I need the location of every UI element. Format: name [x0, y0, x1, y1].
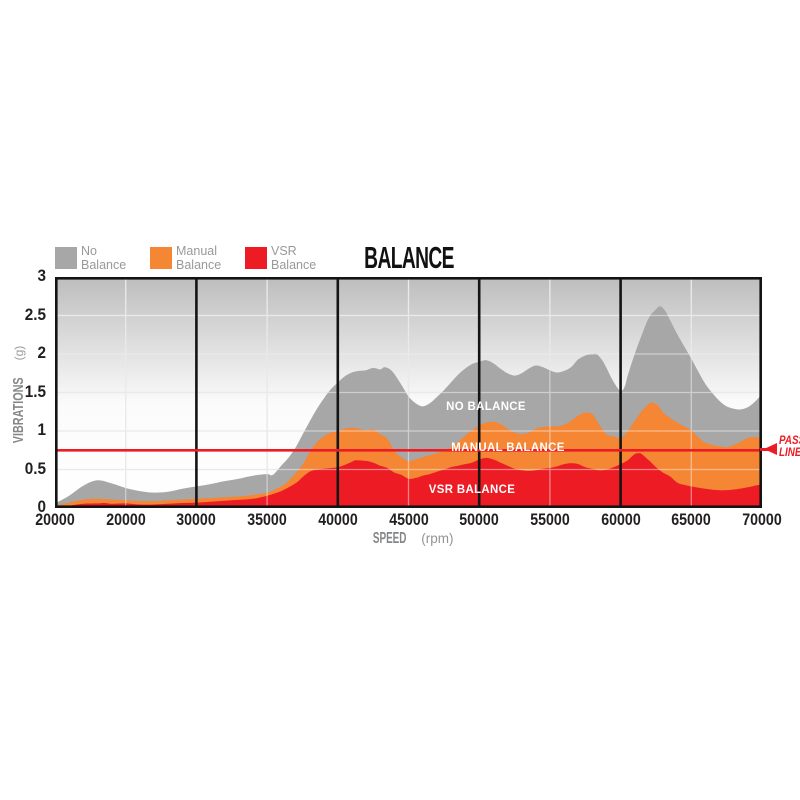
vsr-balance-area — [55, 453, 762, 508]
x-tick-label: 55000 — [530, 511, 570, 529]
legend: No Balance Manual Balance VSR Balance — [0, 244, 800, 275]
y-axis-title-unit: (g) — [12, 345, 26, 361]
chart-title: BALANCE — [364, 240, 454, 275]
x-tick-label: 20000 — [105, 511, 146, 529]
legend-label-vsr-balance: VSR Balance — [271, 244, 317, 272]
legend-item-manual-balance: Manual Balance — [150, 244, 222, 272]
legend-label-no-balance: No Balance — [81, 244, 127, 272]
plot-border — [55, 277, 762, 508]
pass-line-label: PASS LINE — [779, 433, 800, 459]
x-axis-title: SPEED (rpm) — [363, 530, 454, 548]
legend-item-vsr-balance: VSR Balance — [245, 244, 317, 272]
pass-line-label-word2: LINE — [779, 444, 800, 459]
manual-balance-area-label: MANUAL BALANCE — [451, 440, 565, 454]
legend-swatch-vsr-balance — [245, 247, 267, 269]
legend-swatch-no-balance — [55, 247, 77, 269]
no-balance-area-label: NO BALANCE — [446, 399, 526, 413]
legend-item-no-balance: No Balance — [55, 244, 127, 272]
y-tick-label: 1.5 — [24, 381, 46, 401]
x-tick-label: 65000 — [671, 511, 712, 529]
y-tick-label: 2.5 — [24, 304, 46, 324]
plot-area — [55, 277, 762, 508]
y-tick-label: 0 — [37, 497, 46, 516]
y-tick-label: 3 — [37, 266, 46, 285]
pass-line-arrow-icon — [764, 443, 777, 455]
pass-line-label-word1: PASS — [779, 433, 800, 447]
x-axis-title-unit: (rpm) — [421, 531, 454, 546]
chart-canvas — [55, 277, 762, 508]
x-tick-label: 35000 — [247, 511, 287, 529]
x-tick-label: 20000 — [35, 511, 75, 529]
y-axis-title-word: VIBRATIONS — [10, 377, 27, 444]
legend-swatch-manual-balance — [150, 247, 172, 269]
x-tick-label: 70000 — [742, 511, 782, 529]
x-tick-label: 40000 — [318, 511, 358, 529]
y-tick-label: 2 — [37, 343, 46, 362]
x-tick-label: 30000 — [176, 511, 217, 529]
x-axis-title-word: SPEED — [372, 530, 407, 547]
x-tick-label: 50000 — [459, 511, 499, 529]
legend-label-manual-balance: Manual Balance — [176, 244, 222, 272]
gridlines-over — [55, 277, 762, 508]
x-tick-label: 60000 — [600, 511, 641, 529]
x-tick-label: 45000 — [388, 511, 429, 529]
y-axis-title: VIBRATIONS (g) — [10, 321, 27, 481]
major-dividers — [195, 277, 622, 508]
vsr-balance-area-label: VSR BALANCE — [428, 482, 516, 496]
y-tick-label: 1 — [37, 420, 46, 439]
y-tick-label: 0.5 — [24, 458, 46, 478]
